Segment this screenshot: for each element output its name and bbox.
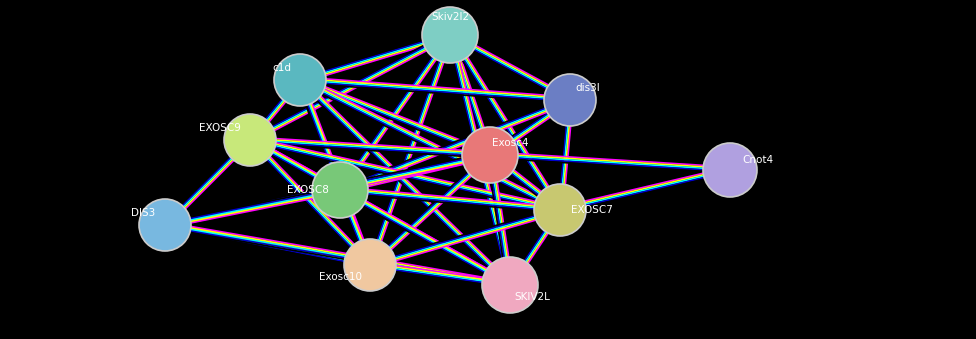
Ellipse shape: [312, 162, 368, 218]
Ellipse shape: [422, 7, 478, 63]
Ellipse shape: [534, 184, 586, 236]
Text: EXOSC9: EXOSC9: [199, 123, 241, 133]
Text: c1d: c1d: [272, 63, 292, 73]
Text: SKIV2L: SKIV2L: [514, 292, 549, 302]
Ellipse shape: [274, 54, 326, 106]
Text: Exosc4: Exosc4: [492, 138, 528, 148]
Text: dis3l: dis3l: [576, 83, 600, 93]
Text: Skiv2l2: Skiv2l2: [431, 12, 469, 22]
Text: Cnot4: Cnot4: [743, 155, 774, 165]
Ellipse shape: [139, 199, 191, 251]
Ellipse shape: [482, 257, 538, 313]
Ellipse shape: [344, 239, 396, 291]
Text: DIS3: DIS3: [131, 208, 155, 218]
Ellipse shape: [224, 114, 276, 166]
Text: EXOSC8: EXOSC8: [287, 185, 329, 195]
Text: EXOSC7: EXOSC7: [571, 205, 613, 215]
Ellipse shape: [544, 74, 596, 126]
Text: Exosc10: Exosc10: [318, 272, 361, 282]
Ellipse shape: [703, 143, 757, 197]
Ellipse shape: [462, 127, 518, 183]
